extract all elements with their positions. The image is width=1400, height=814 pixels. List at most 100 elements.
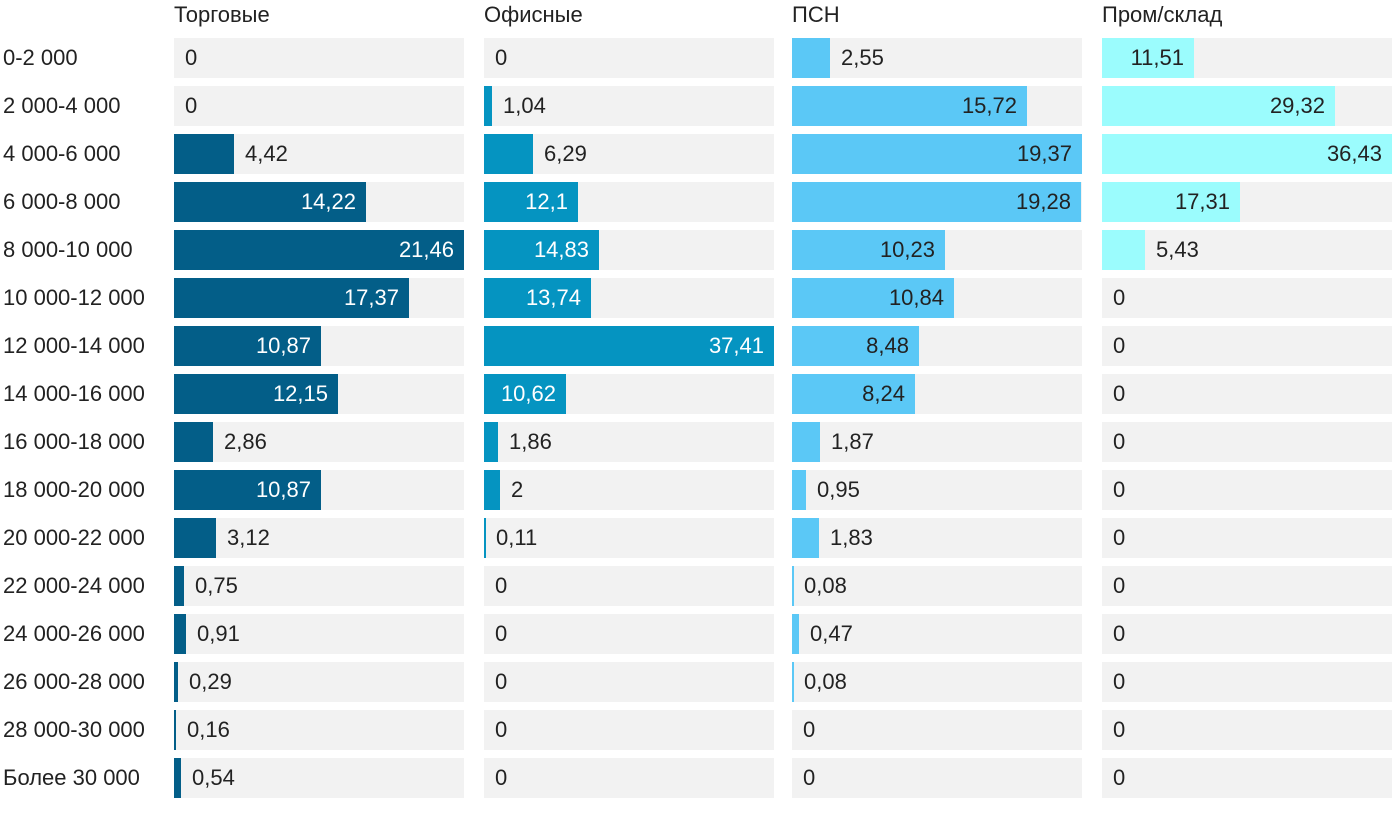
bar-track: 0	[484, 38, 774, 78]
bar	[792, 422, 820, 462]
bar	[792, 86, 1027, 126]
bar	[174, 374, 338, 414]
bar	[174, 422, 213, 462]
data-label: 1,87	[831, 429, 874, 454]
data-label: 0	[185, 45, 198, 70]
bar	[484, 86, 492, 126]
data-label: 5,43	[1156, 237, 1199, 262]
bar-track: 0	[1102, 758, 1392, 798]
bar-track: 17,31	[1102, 182, 1392, 222]
data-label: 0	[1113, 573, 1126, 598]
category-label: 24 000-26 000	[3, 621, 145, 646]
bar	[484, 182, 578, 222]
bar-track: 0	[792, 710, 1082, 750]
data-label: 4,42	[245, 141, 288, 166]
bar	[792, 278, 954, 318]
data-label: 0	[1113, 429, 1126, 454]
bar-track: 4,42	[174, 134, 464, 174]
bar	[792, 134, 1082, 174]
bar	[792, 518, 819, 558]
bar-track: 8,24	[792, 374, 1082, 414]
data-label: 2,86	[224, 429, 267, 454]
data-label: 0	[495, 45, 508, 70]
data-label: 1,86	[509, 429, 552, 454]
bar-track: 0	[1102, 614, 1392, 654]
data-label: 21,46	[398, 237, 454, 262]
category-label: 4 000-6 000	[3, 141, 121, 166]
bar	[792, 470, 806, 510]
bar	[174, 230, 464, 270]
category-label: 28 000-30 000	[3, 717, 145, 742]
bar-track: 6,29	[484, 134, 774, 174]
data-label: 15,72	[961, 93, 1017, 118]
bar	[484, 326, 774, 366]
bar-track: 0	[1102, 374, 1392, 414]
bar-track: 0,91	[174, 614, 464, 654]
bar	[484, 518, 486, 558]
category-label: 8 000-10 000	[3, 237, 133, 262]
data-label: 29,32	[1269, 93, 1325, 118]
data-label: 2	[511, 477, 524, 502]
bar-track: 10,62	[484, 374, 774, 414]
data-label: 0	[1113, 381, 1126, 406]
bar-track: 0,75	[174, 566, 464, 606]
data-label: 6,29	[544, 141, 587, 166]
bar	[1102, 38, 1194, 78]
data-label: 10,87	[255, 477, 311, 502]
data-label: 0,54	[192, 765, 235, 790]
data-label: 2,55	[841, 45, 884, 70]
bar-track: 0,47	[792, 614, 1082, 654]
bar-track: 1,86	[484, 422, 774, 462]
data-label: 10,84	[888, 285, 944, 310]
bar	[792, 662, 794, 702]
bar-track: 14,83	[484, 230, 774, 270]
bar-track: 10,87	[174, 326, 464, 366]
category-label: 0-2 000	[3, 45, 78, 70]
bar	[174, 278, 409, 318]
data-label: 0	[495, 765, 508, 790]
bar	[484, 134, 533, 174]
bar	[792, 182, 1081, 222]
data-label: 37,41	[708, 333, 764, 358]
bar-track: 0,11	[484, 518, 774, 558]
bar	[792, 230, 945, 270]
bar-track: 19,28	[792, 182, 1082, 222]
data-label: 1,83	[830, 525, 873, 550]
bar	[1102, 134, 1392, 174]
data-label: 0	[1113, 285, 1126, 310]
bar	[174, 710, 176, 750]
panel-1: Торговые 0 0 4,42 14,22 21,46 17,37 10,87 12,15 2…	[174, 0, 464, 814]
data-label: 0	[495, 717, 508, 742]
bar-track: 0	[1102, 470, 1392, 510]
data-label: 19,28	[1015, 189, 1071, 214]
bar-track: 36,43	[1102, 134, 1392, 174]
bar	[174, 326, 321, 366]
bar-track: 19,37	[792, 134, 1082, 174]
category-label: 22 000-24 000	[3, 573, 145, 598]
bar	[792, 38, 830, 78]
bar-track: 0	[1102, 518, 1392, 558]
data-label: 0	[1113, 477, 1126, 502]
bar-track: 2	[484, 470, 774, 510]
bar-track: 0,16	[174, 710, 464, 750]
bar-track: 0	[484, 710, 774, 750]
data-label: 8,48	[866, 333, 909, 358]
bar-track: 2,86	[174, 422, 464, 462]
data-label: 0,95	[817, 477, 860, 502]
bar-track: 12,15	[174, 374, 464, 414]
bar-track: 13,74	[484, 278, 774, 318]
bar-track: 11,51	[1102, 38, 1392, 78]
data-label: 19,37	[1016, 141, 1072, 166]
category-label: 2 000-4 000	[3, 93, 121, 118]
bar	[792, 326, 919, 366]
bar-track: 0,29	[174, 662, 464, 702]
panel-title: Пром/склад	[1102, 2, 1223, 27]
panel-2: Офисные 0 1,04 6,29 12,1 14,83 13,74 37,41 10,62…	[484, 0, 774, 814]
bar	[792, 374, 915, 414]
data-label: 3,12	[227, 525, 270, 550]
bar-track: 29,32	[1102, 86, 1392, 126]
bar	[484, 422, 498, 462]
data-label: 11,51	[1130, 45, 1184, 70]
bar	[174, 758, 181, 798]
